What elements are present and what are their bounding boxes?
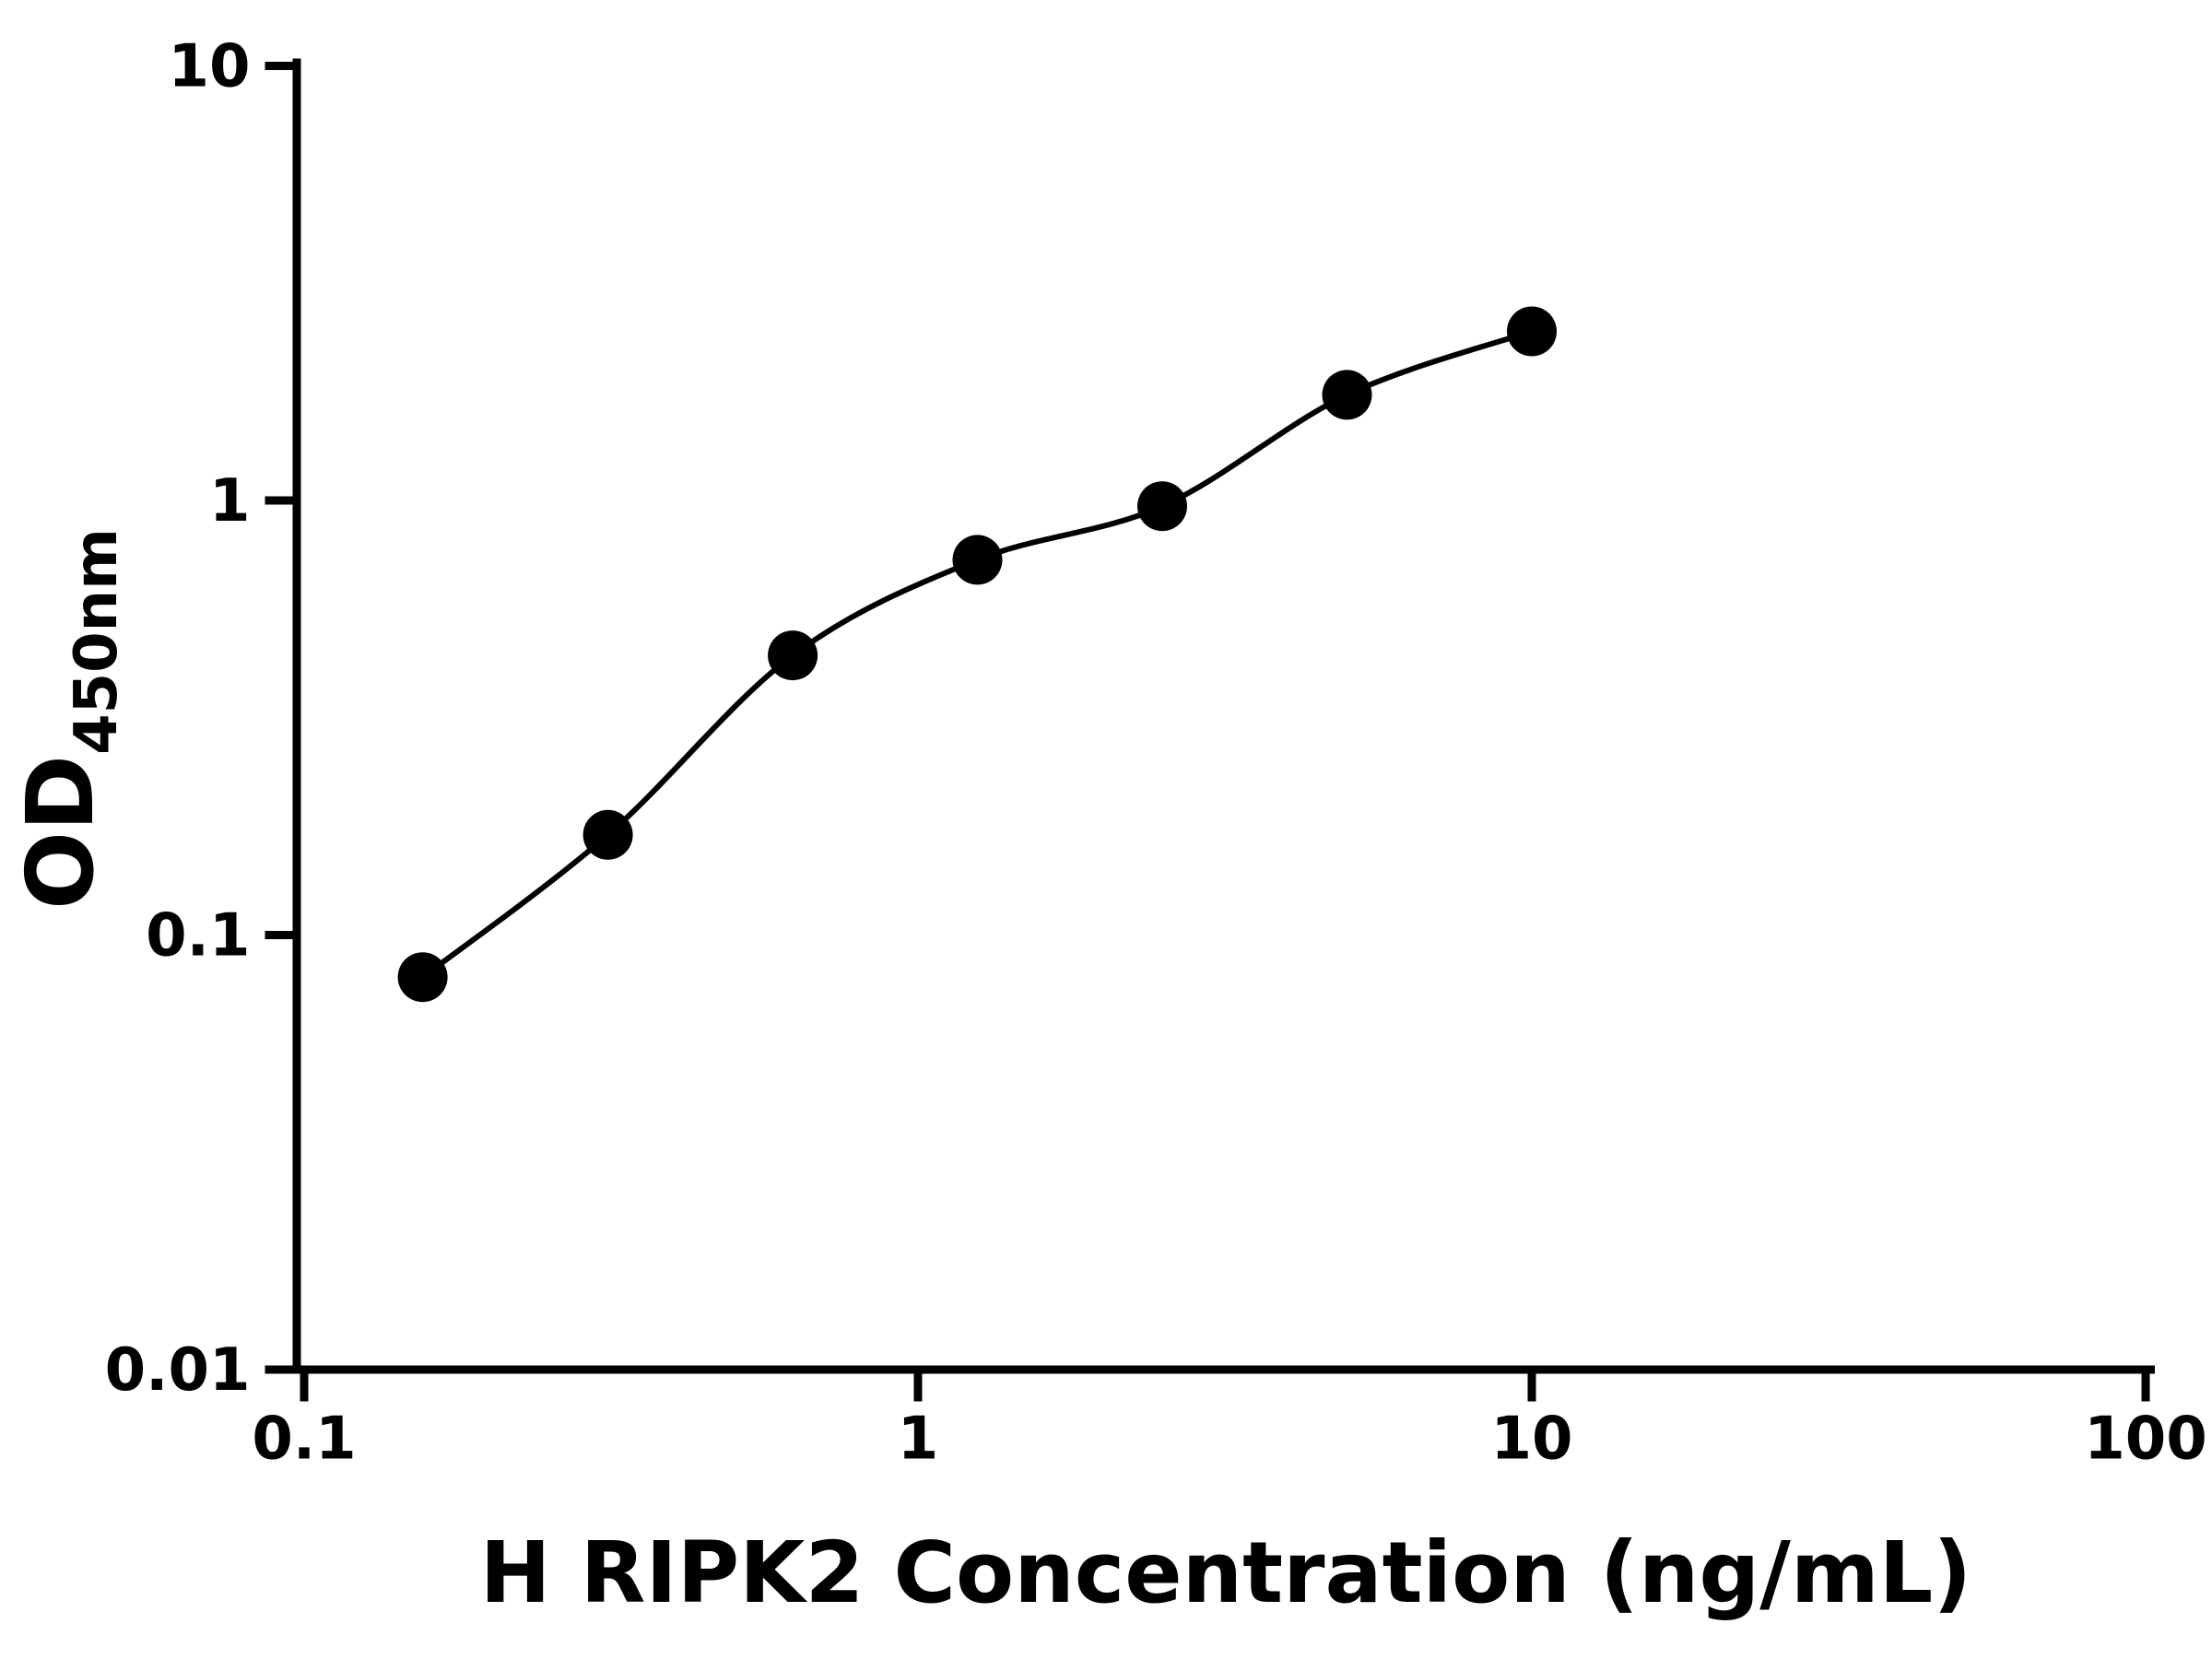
x-axis-title: H RIPK2 Concentration (ng/mL) <box>480 1524 1972 1622</box>
y-axis-title-main: OD <box>6 755 114 910</box>
data-point <box>1322 370 1372 420</box>
y-axis-title-sub: 450nm <box>63 528 131 755</box>
y-tick-labels: 0.01 0.1 1 10 <box>105 33 251 1406</box>
y-tick-label: 1 <box>209 467 251 535</box>
axes <box>292 58 2155 1374</box>
x-tick-labels: 0.1 1 10 100 <box>252 1406 2206 1474</box>
y-tick-label: 0.1 <box>146 902 250 971</box>
data-point <box>768 630 818 681</box>
x-tick-label: 0.1 <box>252 1406 356 1474</box>
fit-curve <box>420 328 1533 980</box>
x-tick-label: 10 <box>1490 1406 1572 1474</box>
data-point <box>1137 481 1187 532</box>
data-points <box>397 306 1557 1003</box>
data-point <box>1507 306 1557 357</box>
x-tick-label: 100 <box>2084 1406 2207 1474</box>
data-point <box>952 535 1003 585</box>
data-point <box>397 952 448 1003</box>
axis-ticks <box>265 62 2150 1402</box>
data-point <box>582 809 633 860</box>
x-tick-label: 1 <box>898 1406 939 1474</box>
y-tick-label: 10 <box>168 33 250 101</box>
y-axis-title: OD450nm <box>6 528 131 910</box>
y-tick-label: 0.01 <box>105 1336 251 1405</box>
